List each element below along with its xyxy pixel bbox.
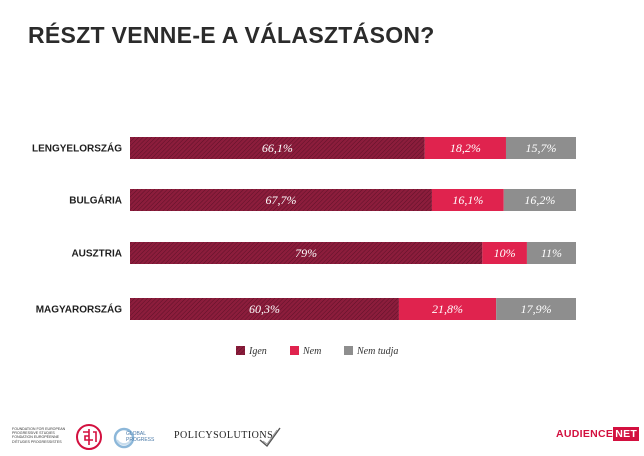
stacked-bar-chart: LENGYELORSZÁG 66,1% 18,2% 15,7% BULGÁRIA 67,7… [32, 137, 576, 357]
legend-swatch-nem-tudja [344, 346, 353, 355]
bars-group: LENGYELORSZÁG 66,1% 18,2% 15,7% BULGÁRIA 67,7… [32, 137, 576, 320]
category-label-lengyelorszag: LENGYELORSZÁG [32, 142, 122, 155]
value-label-nem-magyarorszag: 21,8% [432, 302, 463, 316]
chart-title: RÉSZT VENNE-E A VÁLASZTÁSON? [28, 22, 435, 48]
policy-solutions-text: POLICYSOLUTIONS [174, 430, 274, 441]
feps-emblem-icon [76, 424, 102, 450]
value-label-igen-bulgaria: 67,7% [265, 193, 296, 207]
feps-logo-text: FOUNDATION FOR EUROPEAN PROGRESSIVE STUD… [12, 427, 66, 444]
legend: Igen Nem Nem tudja [236, 346, 398, 357]
global-progress-icon [113, 427, 135, 449]
legend-swatch-igen [236, 346, 245, 355]
value-label-nem-tudja-ausztria: 11% [541, 246, 562, 260]
audience-text: AUDIENCE [556, 428, 614, 440]
category-label-ausztria: AUSZTRIA [71, 249, 122, 260]
value-label-igen-magyarorszag: 60,3% [249, 302, 280, 316]
bar-igen-ausztria [130, 242, 483, 264]
value-label-nem-lengyelorszag: 18,2% [450, 141, 481, 155]
bar-nem-bulgaria [431, 189, 504, 211]
bar-nem-tudja-ausztria [526, 242, 576, 264]
bar-nem-tudja-bulgaria [503, 189, 576, 211]
legend-label-nem: Nem [302, 346, 321, 357]
value-label-igen-lengyelorszag: 66,1% [262, 141, 293, 155]
value-label-nem-ausztria: 10% [494, 246, 516, 260]
bar-igen-magyarorszag [130, 298, 399, 320]
legend-label-igen: Igen [248, 346, 267, 357]
value-label-nem-tudja-lengyelorszag: 15,7% [525, 141, 556, 155]
bar-nem-lengyelorszag [424, 137, 506, 159]
category-label-bulgaria: BULGÁRIA [69, 194, 122, 207]
bar-nem-tudja-magyarorszag [496, 298, 576, 320]
legend-label-nem-tudja: Nem tudja [356, 346, 398, 357]
bar-nem-magyarorszag [398, 298, 497, 320]
value-label-nem-bulgaria: 16,1% [452, 193, 483, 207]
legend-swatch-nem [290, 346, 299, 355]
checkmark-icon [259, 427, 281, 448]
feps-logo: FOUNDATION FOR EUROPEAN PROGRESSIVE STUD… [12, 420, 102, 454]
audience-net-logo: AUDIENCE NET [556, 420, 640, 454]
global-progress-text: GLOBAL PROGRESS [126, 431, 155, 443]
category-label-magyarorszag: MAGYARORSZÁG [36, 303, 123, 316]
bar-nem-tudja-lengyelorszag [505, 137, 576, 159]
global-progress-logo: GLOBAL PROGRESS [112, 420, 162, 454]
policy-solutions-logo: POLICYSOLUTIONS [174, 420, 284, 454]
value-label-igen-ausztria: 79% [295, 246, 317, 260]
bar-igen-bulgaria [130, 189, 432, 211]
bar-nem-ausztria [482, 242, 527, 264]
bar-igen-lengyelorszag [130, 137, 425, 159]
value-label-nem-tudja-bulgaria: 16,2% [524, 193, 555, 207]
net-text: NET [613, 427, 640, 441]
value-label-nem-tudja-magyarorszag: 17,9% [521, 302, 552, 316]
